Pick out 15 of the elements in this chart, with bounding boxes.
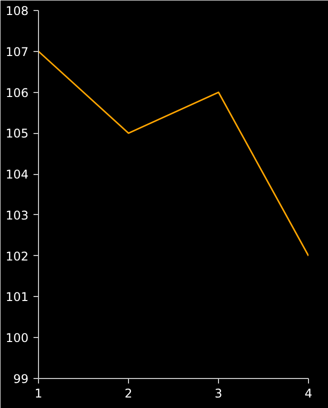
y-tick-label: 105	[6, 126, 28, 141]
line-series	[38, 50, 308, 257]
y-tick-label: 108	[6, 4, 28, 18]
y-tick-label: 106	[6, 86, 28, 100]
x-tick-label: 2	[124, 386, 132, 400]
y-tick-label: 100	[6, 331, 28, 346]
x-tick-label: 4	[304, 386, 312, 400]
y-tick-label: 102	[6, 249, 28, 264]
x-tick-label: 3	[214, 386, 222, 400]
y-tick-label: 103	[6, 208, 28, 222]
x-tick-label: 1	[34, 386, 42, 400]
y-tick-label: 101	[6, 290, 28, 304]
y-tick-label: 107	[6, 44, 28, 59]
y-tick-label: 104	[6, 168, 28, 182]
y-tick-label: 99	[13, 372, 29, 386]
